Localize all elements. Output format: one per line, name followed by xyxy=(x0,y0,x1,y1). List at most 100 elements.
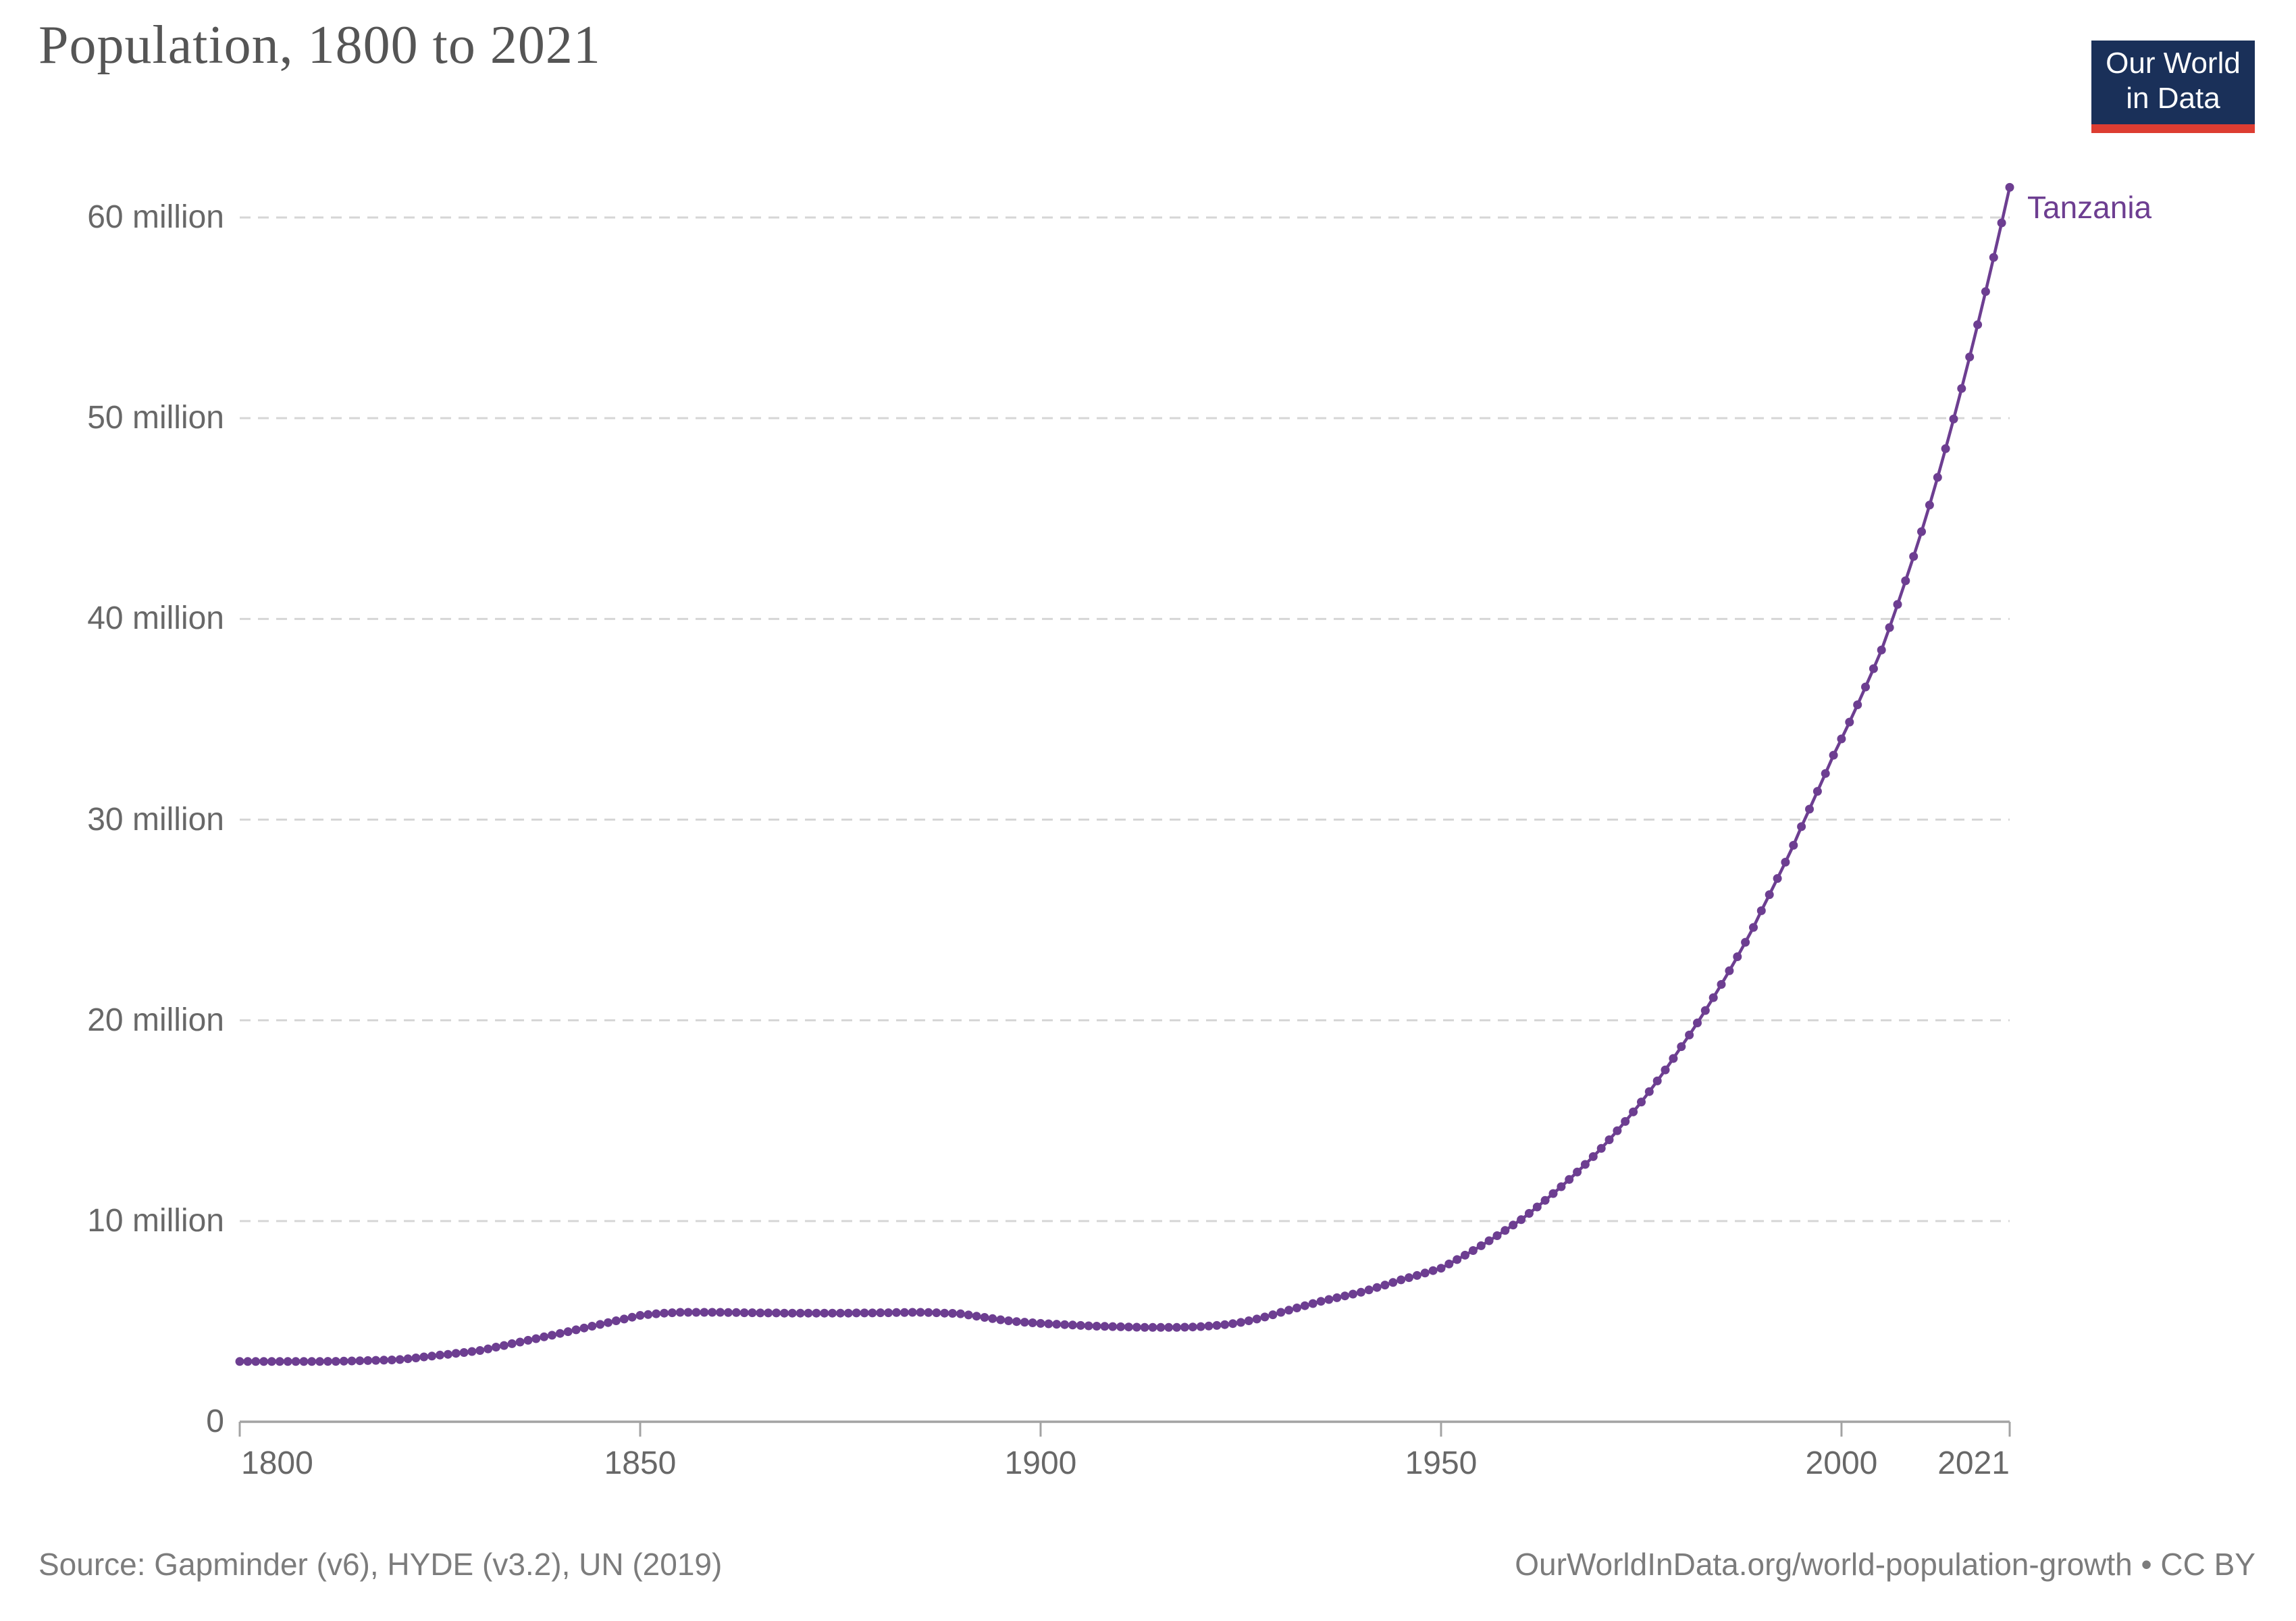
data-point[interactable] xyxy=(1965,353,1975,361)
data-point[interactable] xyxy=(1644,1087,1654,1096)
data-point[interactable] xyxy=(828,1308,837,1318)
data-point[interactable] xyxy=(1036,1318,1045,1328)
data-point[interactable] xyxy=(1349,1289,1357,1299)
data-point[interactable] xyxy=(1044,1319,1053,1329)
data-point[interactable] xyxy=(1444,1259,1454,1268)
data-point[interactable] xyxy=(1284,1306,1294,1315)
data-point[interactable] xyxy=(1132,1322,1141,1332)
data-point[interactable] xyxy=(635,1311,645,1320)
data-point[interactable] xyxy=(492,1343,500,1352)
data-point[interactable] xyxy=(1821,769,1830,778)
data-point[interactable] xyxy=(1725,966,1734,975)
data-point[interactable] xyxy=(443,1349,452,1359)
data-point[interactable] xyxy=(644,1310,653,1319)
data-point[interactable] xyxy=(1717,980,1726,989)
data-point[interactable] xyxy=(1212,1320,1222,1330)
data-point[interactable] xyxy=(964,1310,973,1320)
data-point[interactable] xyxy=(787,1308,797,1318)
data-point[interactable] xyxy=(980,1313,989,1322)
data-point[interactable] xyxy=(1909,552,1919,561)
data-point[interactable] xyxy=(700,1308,709,1317)
data-point[interactable] xyxy=(1981,287,1990,297)
data-point[interactable] xyxy=(1076,1320,1085,1330)
data-point[interactable] xyxy=(395,1355,405,1364)
data-point[interactable] xyxy=(916,1308,925,1317)
data-point[interactable] xyxy=(683,1308,693,1317)
data-point[interactable] xyxy=(660,1308,669,1318)
data-point[interactable] xyxy=(899,1308,909,1317)
data-point[interactable] xyxy=(748,1308,757,1318)
data-point[interactable] xyxy=(275,1357,284,1366)
data-point[interactable] xyxy=(1428,1266,1438,1275)
data-point[interactable] xyxy=(1532,1202,1542,1212)
data-point[interactable] xyxy=(1580,1160,1590,1169)
data-point[interactable] xyxy=(531,1334,541,1343)
data-point[interactable] xyxy=(363,1356,373,1365)
data-point[interactable] xyxy=(780,1308,789,1318)
data-point[interactable] xyxy=(1973,320,1983,330)
data-point[interactable] xyxy=(555,1329,565,1338)
data-point[interactable] xyxy=(411,1354,421,1362)
data-point[interactable] xyxy=(1293,1304,1301,1312)
data-point[interactable] xyxy=(235,1357,244,1366)
data-point[interactable] xyxy=(347,1356,357,1366)
data-point[interactable] xyxy=(772,1308,781,1318)
data-point[interactable] xyxy=(1268,1310,1278,1320)
footer-attribution-link[interactable]: OurWorldInData.org/world-population-grow… xyxy=(1515,1547,2255,1582)
data-point[interactable] xyxy=(1196,1322,1205,1331)
data-point[interactable] xyxy=(1789,841,1798,850)
data-point[interactable] xyxy=(1308,1299,1317,1308)
data-point[interactable] xyxy=(1397,1275,1406,1285)
data-point[interactable] xyxy=(723,1308,733,1317)
data-point[interactable] xyxy=(1388,1278,1398,1287)
data-point[interactable] xyxy=(1220,1320,1230,1329)
data-point[interactable] xyxy=(996,1315,1006,1324)
data-point[interactable] xyxy=(1805,804,1814,814)
data-point[interactable] xyxy=(1116,1322,1126,1331)
data-point[interactable] xyxy=(1084,1321,1093,1331)
data-point[interactable] xyxy=(675,1308,685,1317)
data-point[interactable] xyxy=(1837,734,1846,744)
data-point[interactable] xyxy=(1652,1076,1662,1085)
data-point[interactable] xyxy=(1004,1316,1013,1325)
data-point[interactable] xyxy=(1997,218,2006,228)
data-point[interactable] xyxy=(1877,645,1886,654)
data-point[interactable] xyxy=(956,1309,965,1318)
data-point[interactable] xyxy=(1733,952,1742,961)
data-point[interactable] xyxy=(403,1354,413,1364)
data-point[interactable] xyxy=(571,1325,581,1335)
data-point[interactable] xyxy=(764,1308,773,1318)
data-point[interactable] xyxy=(1484,1236,1494,1245)
data-point[interactable] xyxy=(387,1356,396,1364)
data-point[interactable] xyxy=(1885,623,1894,632)
data-point[interactable] xyxy=(812,1308,821,1318)
data-point[interactable] xyxy=(1244,1316,1253,1325)
data-point[interactable] xyxy=(1700,1006,1710,1015)
data-point[interactable] xyxy=(1781,858,1790,867)
data-point[interactable] xyxy=(1436,1264,1446,1273)
data-point[interactable] xyxy=(667,1308,677,1318)
data-point[interactable] xyxy=(1613,1126,1622,1135)
data-point[interactable] xyxy=(1052,1320,1062,1329)
data-point[interactable] xyxy=(1812,787,1822,796)
data-point[interactable] xyxy=(1228,1319,1238,1329)
data-point[interactable] xyxy=(436,1350,444,1360)
data-point[interactable] xyxy=(1276,1308,1286,1317)
data-point[interactable] xyxy=(1260,1312,1270,1322)
data-point[interactable] xyxy=(283,1357,292,1366)
data-point[interactable] xyxy=(1588,1152,1598,1161)
data-point[interactable] xyxy=(1068,1320,1077,1330)
data-point[interactable] xyxy=(1300,1301,1309,1310)
data-point[interactable] xyxy=(596,1320,605,1329)
data-point[interactable] xyxy=(692,1308,701,1317)
data-point[interactable] xyxy=(1845,717,1854,727)
data-point[interactable] xyxy=(948,1309,957,1318)
data-point[interactable] xyxy=(1324,1295,1334,1304)
data-point[interactable] xyxy=(1829,750,1838,760)
data-point[interactable] xyxy=(1957,384,1966,393)
data-point[interactable] xyxy=(1941,444,1950,453)
data-point[interactable] xyxy=(756,1308,765,1318)
data-point[interactable] xyxy=(876,1308,885,1318)
data-point[interactable] xyxy=(1180,1322,1189,1332)
